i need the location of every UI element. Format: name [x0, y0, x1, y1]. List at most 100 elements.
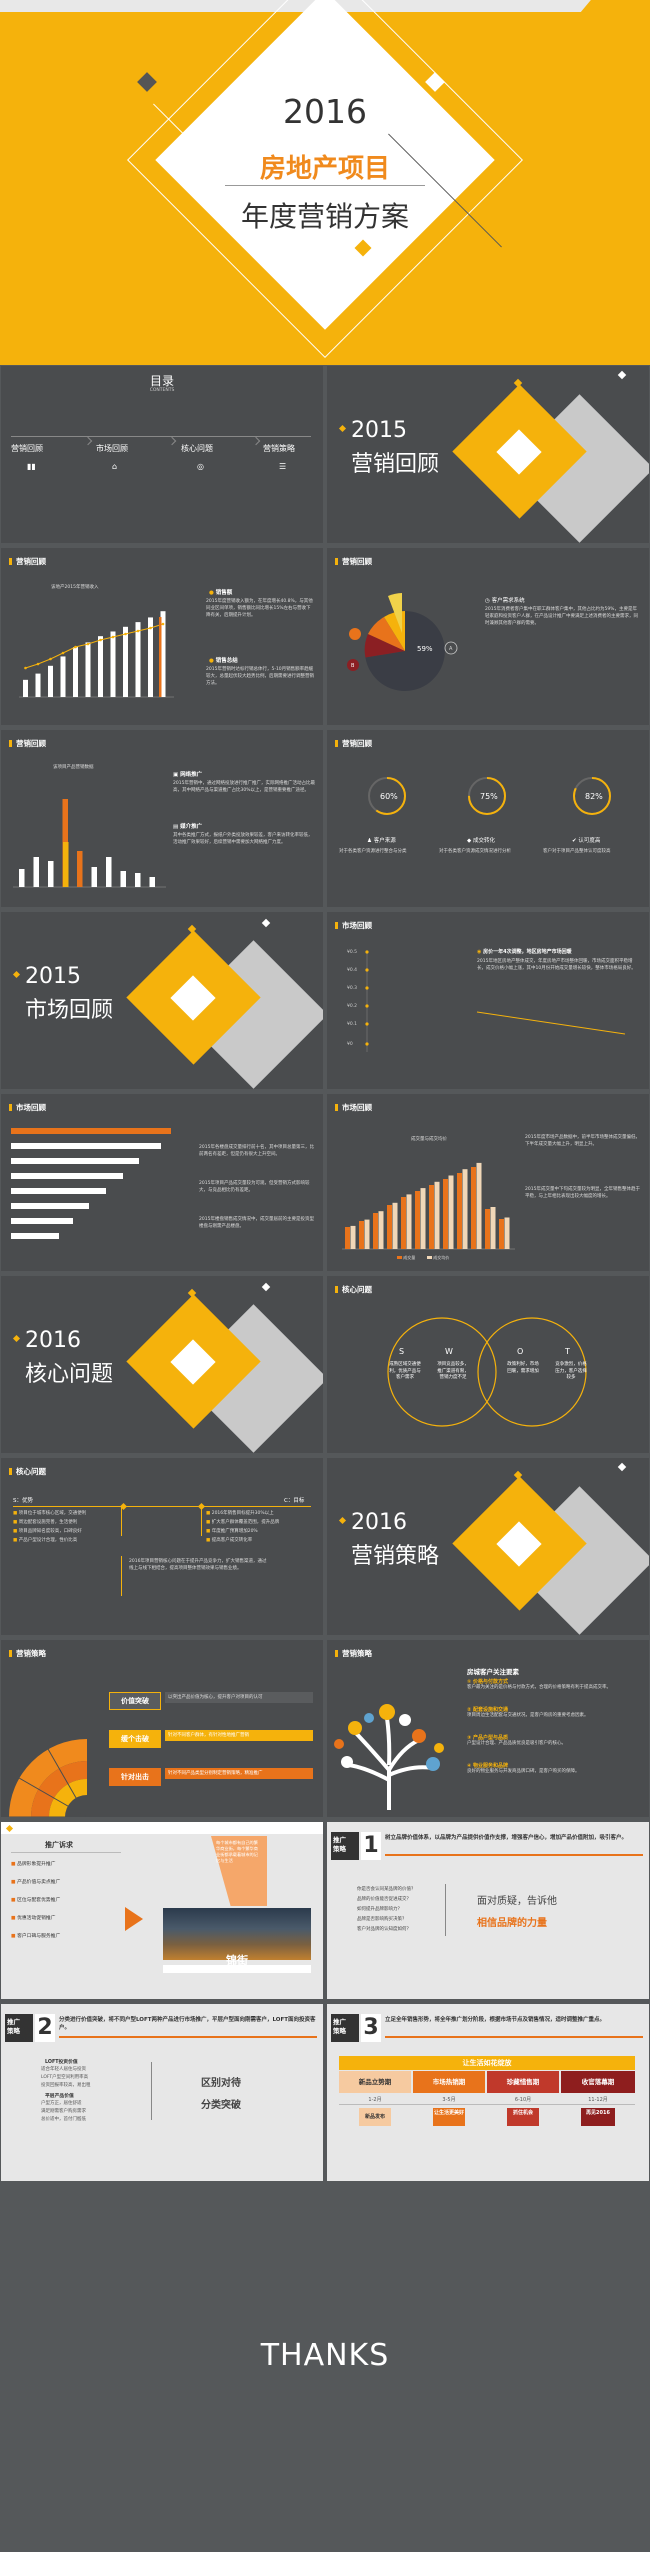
section-year: 2016: [25, 1328, 81, 1353]
swot-letter: S: [399, 1347, 404, 1356]
focus-title: 房城客户关注要素: [467, 1668, 519, 1676]
strategy-tag: 推广 策略: [333, 1836, 346, 1853]
phase-header: 收官落幕期: [561, 2071, 635, 2093]
strategy-two-slide: 推广 策略 2 分类进行价值突破，将不同户型LOFT两种产品进行市场推广，平层户型…: [1, 2004, 323, 2181]
trend-point: [86, 642, 90, 646]
swot-letter: O: [517, 1347, 523, 1356]
promo-chart-slide: 营销回顾 该项目产品营销数据 ▣ 网络推广 2015年营销中，通过网络投放进行推…: [1, 730, 323, 907]
focus-item: ② 配套设施和交通 项目周边生活配套与交通状况，是客户购房的重要考虑因素。: [467, 1707, 589, 1718]
ring-value: 75%: [480, 792, 498, 801]
bar: [77, 851, 83, 887]
question-text: 品牌的价值能否促进成交？: [357, 1897, 411, 1902]
strength-item: ■ 周边配套设施完善，生活便利: [13, 1520, 78, 1525]
slide-header: 营销策略: [9, 1648, 46, 1659]
chart-title: 该地产2015年营销收入: [51, 585, 99, 590]
trend-point: [49, 657, 52, 661]
bar: [160, 611, 166, 697]
core-issues-slide: 核心问题 S：优势 C：目标 ■ 项目位于城市核心区域，交通便利 ■ 周边配套设…: [1, 1458, 323, 1635]
section-title: 市场回顾: [25, 998, 114, 1023]
legend-item: 成交量: [397, 1255, 415, 1261]
ring-text: 客户对于项目产品整体认可度较高: [543, 849, 611, 854]
bar: [48, 665, 53, 697]
ylabel: ¥0.4: [347, 968, 358, 973]
trend-point: [161, 622, 165, 626]
media-heading: ▤ 媒介推广: [173, 824, 203, 830]
strategy-arcs: [9, 1739, 88, 1817]
bar: [359, 1221, 364, 1249]
core-issues-text: 2016年项目营销核心问题在于提升产品竞争力，扩大销售渠道，通过线上与线下相结合…: [129, 1559, 267, 1571]
section-title: 营销策略: [351, 1544, 440, 1569]
ring-label: ◆ 成交转化: [467, 838, 495, 844]
bar: [110, 631, 116, 697]
bar: [120, 871, 126, 887]
circle-four-icon: ④: [467, 1763, 472, 1769]
contents-title: 目录: [149, 374, 174, 388]
bar: [345, 1227, 350, 1249]
trend-point: [36, 662, 40, 666]
contents-item[interactable]: 核心问题 ◎: [181, 443, 251, 471]
strategy-number: 1: [361, 1832, 381, 1860]
ranking-bars: [11, 1128, 171, 1239]
appeal-card-text: 每个城市都有自己的繁华商业街，每个繁华商业街都承载着城市的记忆与生活: [216, 1840, 258, 1863]
ylabel: ¥0.2: [347, 1004, 358, 1009]
strategy-desc: 分类进行价值突破，将不同户型LOFT两种产品进行市场推广，平层户型面向刚需客户，…: [59, 2017, 316, 2031]
bar: [11, 1188, 106, 1194]
left-label: S：优势: [13, 1498, 33, 1504]
strategy-one-slide: 推广 策略 1 树立品牌价值体系，以品牌为产品提供价值作支撑，增强客户信心，增加产…: [327, 1822, 649, 1999]
question-text: 品牌是否影响购买决策？: [357, 1917, 407, 1922]
strength-item: ■ 项目位于城市核心区域，交通便利: [13, 1511, 87, 1516]
focus-item: ① 价格与付款方式 客户最为关注的是价格与付款方式，合理的价格策略有利于提高成交…: [467, 1679, 611, 1690]
bar: [373, 1213, 378, 1249]
ylabel: ¥0: [347, 1042, 353, 1047]
pie-text: 2015年消费者客户集中在职工群体客户集中，其他占比约为59%，主要是年轻家庭和…: [485, 607, 638, 626]
swot-text: 竞争激烈，价格压力，客户选择较多: [555, 1362, 587, 1380]
sales-chart-slide: 营销回顾 该地产2015年营销收入 ● 销售额 2015年度营销收入额为，在年度…: [1, 548, 323, 725]
contents-item[interactable]: 市场回顾 ⌂: [96, 443, 166, 471]
ylabel: ¥0.1: [347, 1022, 358, 1027]
pie-center-value: 59%: [417, 645, 433, 653]
cover-line2: 年度营销方案: [240, 200, 409, 233]
trend-point: [24, 666, 27, 670]
volume-text-1: 2015年度市场产品数据中，前半年市场整体成交量偏低，下半年成交量大幅上升，明显…: [525, 1135, 640, 1147]
circle-two-icon: ②: [467, 1707, 472, 1713]
phase-tag: 再见2016: [581, 2108, 615, 2126]
cover-small-square: [137, 72, 157, 92]
bar: [443, 1179, 448, 1249]
customer-focus-slide: 营销策略 房城客户关注要素 ① 价格与付款方式 客户最为关注的是价格与付款方式，…: [327, 1640, 649, 1817]
section-slide: 2016 核心问题: [1, 1276, 323, 1453]
bar: [11, 1233, 59, 1239]
bar: [98, 636, 103, 697]
slide-header: 营销策略: [335, 1648, 372, 1659]
subsection-line: 投资回报率较高，易出租: [41, 2083, 91, 2088]
subsection-title: 平层产品价值: [45, 2094, 74, 2099]
bar: [73, 647, 78, 697]
media-text: 其中各类推广方式，报纸户外类投放效果较差，客户来访转化率较低，活动推广效果较好，…: [173, 833, 313, 845]
right-label: C：目标: [284, 1498, 305, 1504]
section-year: 2015: [351, 418, 407, 443]
legend-item: 成交均价: [427, 1255, 449, 1261]
swot-letter: W: [445, 1347, 453, 1356]
phase-header: 新品立势期: [339, 2071, 411, 2093]
contents-item[interactable]: 营销回顾 ▮▮: [11, 443, 81, 471]
bar: [434, 1181, 440, 1249]
strategy-label: 缓个击破: [109, 1730, 161, 1748]
target-item: ■ 2016年销售目标提升30%以上: [206, 1511, 274, 1516]
trend-point: [61, 651, 65, 655]
statement-2: 分类突破: [201, 2100, 241, 2111]
banner-label: 锦街: [226, 1954, 248, 1967]
bar: [490, 1207, 496, 1249]
bar: [106, 857, 112, 887]
swot-diagram: S W O T: [387, 1317, 587, 1427]
trend-point: [74, 645, 77, 649]
check-icon: ✔: [572, 838, 579, 844]
user-icon: ♟: [367, 838, 374, 844]
bank-icon: ⌂: [112, 462, 118, 471]
trend-point: [111, 635, 115, 639]
volume-chart: [342, 1162, 515, 1250]
contents-item[interactable]: 营销策略 ☰: [263, 443, 323, 471]
bar: [11, 1218, 73, 1224]
target-item: ■ 年度推广预算增加20%: [206, 1529, 258, 1534]
highlight-bar: [63, 842, 69, 887]
ranking-text-3: 2015年楼盘销售成交情况中，成交量居前的主要是投资型楼盘与刚需产品楼盘。: [199, 1217, 314, 1229]
